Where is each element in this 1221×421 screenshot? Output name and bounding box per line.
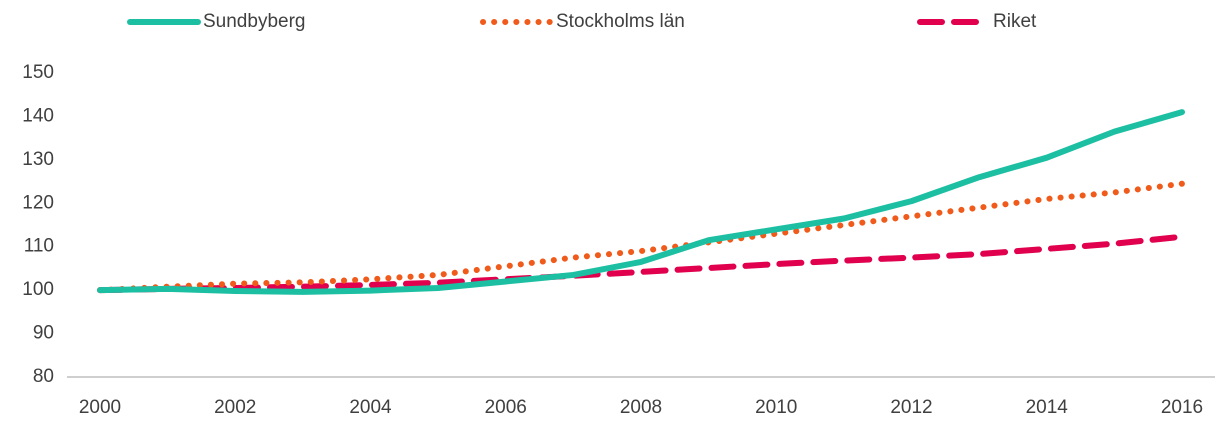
- series-line: [97, 180, 1185, 294]
- x-tick-label: 2002: [214, 397, 256, 418]
- x-tick-label: 2004: [349, 397, 392, 418]
- x-tick-label: 2000: [79, 397, 121, 418]
- y-tick-label: 90: [33, 323, 54, 344]
- legend-label: Sundbyberg: [203, 11, 305, 32]
- y-tick-label: 150: [22, 62, 54, 83]
- y-tick-label: 120: [22, 192, 54, 213]
- legend-label: Riket: [993, 11, 1037, 32]
- y-tick-label: 110: [24, 236, 54, 257]
- x-tick-label: 2014: [1026, 397, 1069, 418]
- y-tick-label: 140: [22, 105, 54, 126]
- x-tick-label: 2016: [1161, 397, 1203, 418]
- x-tick-label: 2006: [485, 397, 527, 418]
- y-tick-label: 80: [33, 366, 54, 387]
- series-line: [97, 109, 1185, 295]
- y-tick-label: 130: [22, 149, 54, 170]
- x-tick-label: 2012: [890, 397, 932, 418]
- series-line: [97, 233, 1185, 294]
- x-tick-label: 2010: [755, 397, 797, 418]
- legend-label: Stockholms län: [556, 11, 685, 32]
- y-tick-label: 100: [22, 279, 54, 300]
- x-tick-label: 2008: [620, 397, 662, 418]
